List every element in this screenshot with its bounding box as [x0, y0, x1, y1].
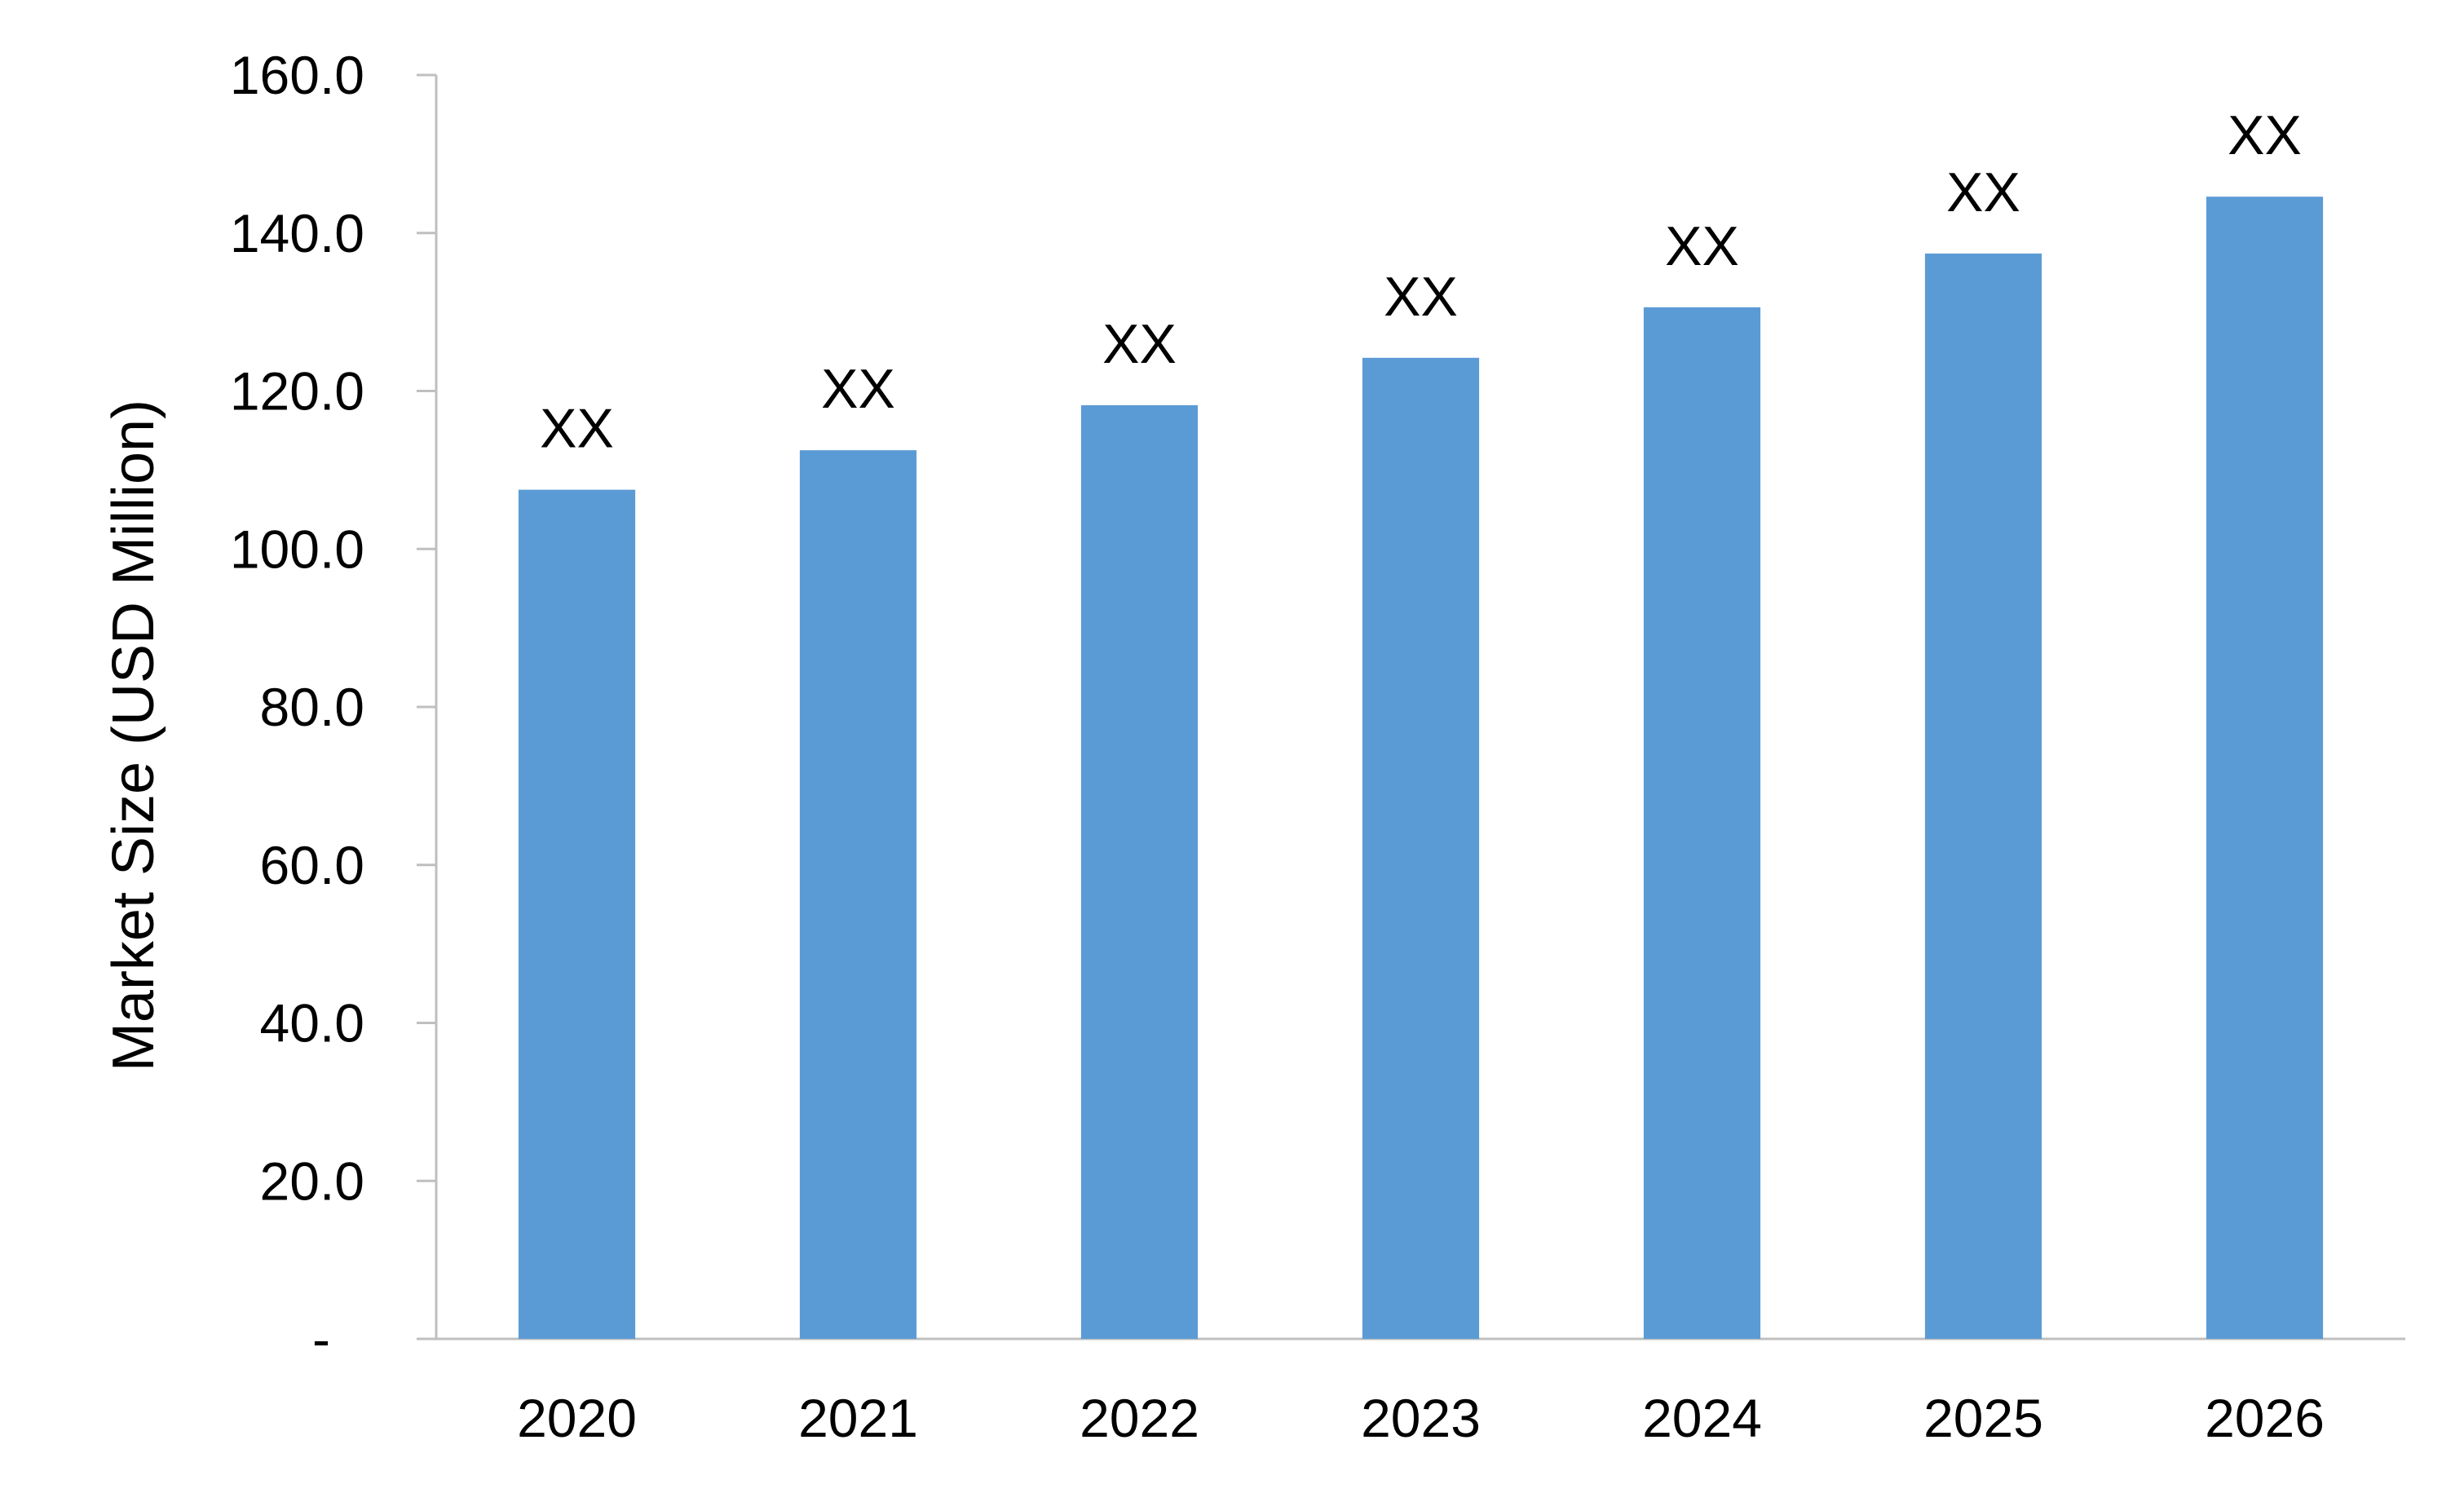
y-tick-label: - [312, 1309, 330, 1369]
y-tick-label: 20.0 [260, 1151, 364, 1211]
bars [518, 197, 2324, 1339]
bar-2023 [1362, 357, 1480, 1339]
data-label-2025: XX [1946, 161, 2020, 223]
bar-2024 [1643, 307, 1761, 1339]
y-tick-label: 80.0 [260, 677, 364, 737]
y-tick-label: 40.0 [260, 993, 364, 1053]
x-tick-label-2025: 2025 [1923, 1388, 2043, 1448]
x-axis: 2020 2021 2022 2023 2024 2025 2026 [417, 1337, 2405, 1448]
data-label-2020: XX [540, 398, 614, 460]
y-tick-label: 120.0 [230, 361, 364, 422]
data-label-2022: XX [1102, 313, 1177, 375]
data-label-2021: XX [821, 358, 895, 420]
y-axis: - 20.0 40.0 60.0 80.0 100.0 120.0 140.0 160.0 [230, 45, 438, 1369]
bar-2021 [799, 450, 917, 1339]
data-label-2026: XX [2228, 104, 2302, 166]
y-axis-title: Market Size (USD Million) [101, 400, 166, 1071]
bar-2022 [1080, 404, 1199, 1339]
data-label-2024: XX [1665, 215, 1739, 277]
y-tick-label: 140.0 [230, 203, 364, 263]
bar-2025 [1924, 253, 2042, 1339]
x-tick-label-2026: 2026 [2205, 1388, 2325, 1448]
data-labels: XX XX XX XX XX XX XX [540, 104, 2302, 459]
x-tick-label-2023: 2023 [1361, 1388, 1481, 1448]
y-tick-label: 100.0 [230, 519, 364, 579]
data-label-2023: XX [1384, 266, 1458, 328]
x-tick-label-2021: 2021 [798, 1388, 918, 1448]
y-tick-label: 60.0 [260, 835, 364, 895]
x-tick-label-2024: 2024 [1642, 1388, 1762, 1448]
x-tick-label-2022: 2022 [1080, 1388, 1199, 1448]
bar-2026 [2206, 197, 2324, 1339]
y-tick-label: 160.0 [230, 45, 364, 105]
bar-2020 [518, 489, 636, 1339]
x-tick-label-2020: 2020 [517, 1388, 637, 1448]
